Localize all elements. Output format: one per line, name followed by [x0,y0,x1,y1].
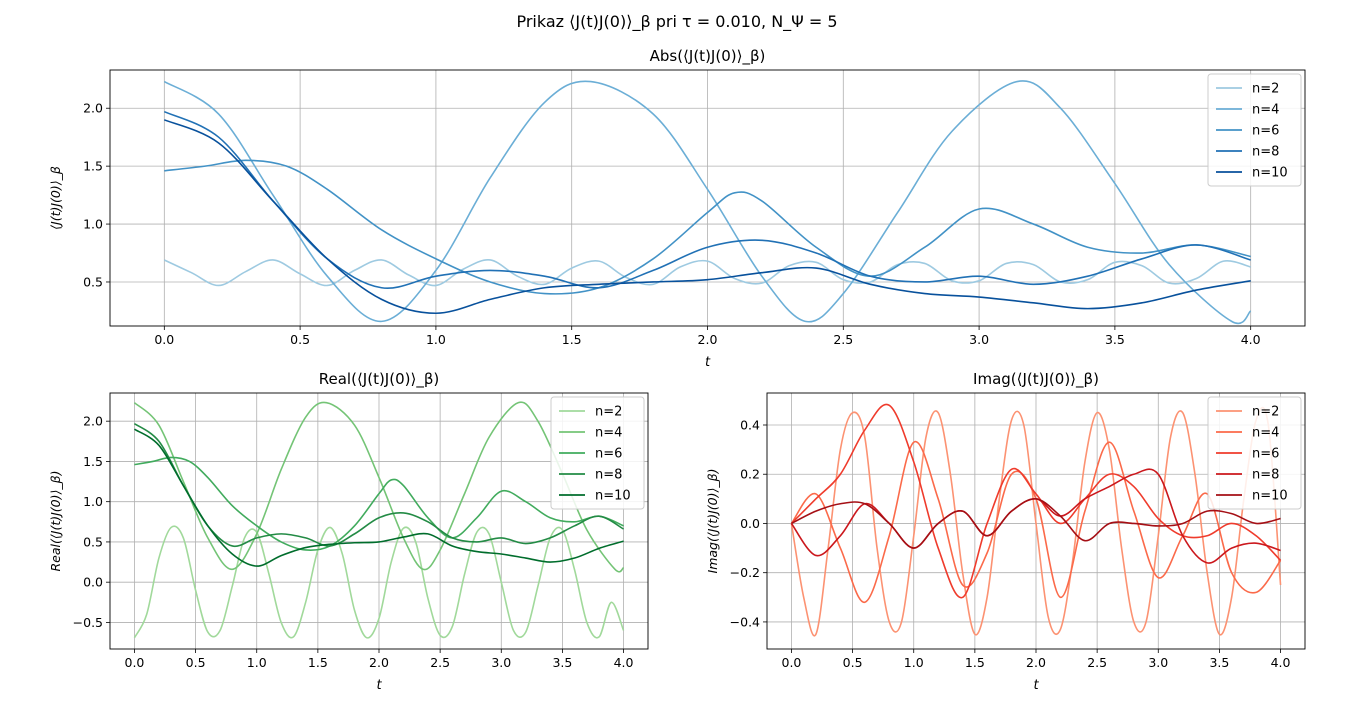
series-group [790,403,1282,637]
y-tick-label: −0.4 [730,614,760,629]
series-group [133,401,625,639]
x-tick-label: 0.5 [843,655,863,670]
legend-entry: n=6 [595,447,622,462]
x-tick-label: 2.5 [430,655,450,670]
legend-box [1207,396,1302,510]
x-tick-label: 2.5 [1087,655,1107,670]
x-axis-label: t [705,355,711,370]
subplot-abs: 0.0 0.5 1.0 1.5 2.0 2.5 3.0 3.5 4.0 0.5 1.0 1.5 2.0 A… [48,47,1306,370]
y-tick-label: 1.5 [83,454,103,469]
series-line-n=6 [164,159,1251,295]
subplot-title: Abs(⟨J(t)J(0)⟩_β) [650,47,766,66]
figure-suptitle: Prikaz ⟨J(t)J(0)⟩_β pri τ = 0.010, N_Ψ =… [516,12,838,31]
series-line-n=10 [134,428,624,567]
legend-entry: n=8 [595,468,622,483]
x-tick-label: 3.5 [1105,332,1125,347]
y-tick-label: 2.0 [83,414,103,429]
series-line-n=4 [163,80,1252,325]
y-tick-label: 2.0 [83,101,103,116]
legend-box [550,396,645,510]
series-line-n=6 [790,403,1282,599]
x-tick-label: 2.0 [698,332,718,347]
x-tick-label: 3.5 [1209,655,1229,670]
x-tick-label: 3.0 [491,655,511,670]
y-tick-label: 1.0 [83,217,103,232]
legend-entry: n=2 [1252,405,1279,420]
y-tick-label: 0.5 [83,534,103,549]
axes-frame [109,392,649,650]
legend-entry: n=4 [1252,426,1279,441]
y-axis-label: Imag(⟨J(t)J(0)⟩_β) [705,469,720,574]
subplot-imag: 0.0 0.5 1.0 1.5 2.0 2.5 3.0 3.5 4.0 −0.4 −0.2 0.0 0.… [705,370,1306,693]
series-line-n=2 [790,406,1282,637]
x-tick-label: 3.0 [969,332,989,347]
series-line-n=10 [791,498,1281,549]
x-tick-label: 1.0 [247,655,267,670]
legend-entry: n=8 [1252,145,1279,160]
y-tick-label: 0.2 [740,467,760,482]
legend: n=2 n=4 n=6 n=8 n=10 [1207,73,1302,187]
legend-entry: n=10 [1252,166,1288,181]
y-tick-label: 1.5 [83,159,103,174]
legend-entry: n=10 [1252,489,1288,504]
x-tick-label: 2.0 [1026,655,1046,670]
x-tick-label: 2.5 [833,332,853,347]
y-tick-label: −0.2 [730,565,760,580]
series-group [163,80,1252,325]
x-tick-label: 1.5 [965,655,985,670]
x-tick-label: 2.0 [369,655,389,670]
x-tick-label: 1.0 [904,655,924,670]
x-tick-label: 4.0 [1241,332,1261,347]
subplot-title: Imag(⟨J(t)J(0)⟩_β) [973,370,1099,389]
y-tick-label: 0.5 [83,274,103,289]
y-tick-label: 0.0 [83,575,103,590]
x-tick-label: 0.5 [290,332,310,347]
x-tick-label: 1.5 [562,332,582,347]
legend-entry: n=2 [1252,82,1279,97]
legend-entry: n=10 [595,489,631,504]
series-line-n=2 [133,525,625,639]
x-tick-label: 3.5 [552,655,572,670]
legend-entry: n=2 [595,405,622,420]
y-tick-label: 0.4 [740,418,760,433]
axes-frame [766,392,1306,650]
subplot-real: 0.0 0.5 1.0 1.5 2.0 2.5 3.0 3.5 4.0 −0.5 0.0 0.5 1.0… [48,370,649,693]
x-tick-label: 4.0 [1271,655,1291,670]
y-axis-label: Real(⟨J(t)J(0)⟩_β) [48,471,63,572]
y-tick-label: 0.0 [740,516,760,531]
legend: n=2 n=4 n=6 n=8 n=10 [550,396,645,510]
series-line-n=10 [164,119,1251,315]
x-axis-label: t [376,678,382,693]
x-tick-label: 4.0 [614,655,634,670]
x-tick-label: 3.0 [1148,655,1168,670]
legend-box [1207,73,1302,187]
legend-entry: n=4 [1252,103,1279,118]
x-tick-label: 0.0 [125,655,145,670]
legend-entry: n=6 [1252,447,1279,462]
y-tick-label: 1.0 [83,494,103,509]
series-line-n=6 [134,456,624,551]
series-line-n=8 [133,422,624,548]
legend: n=2 n=4 n=6 n=8 n=10 [1207,396,1302,510]
series-line-n=4 [133,401,625,573]
legend-entry: n=4 [595,426,622,441]
legend-entry: n=6 [1252,124,1279,139]
x-tick-label: 0.0 [782,655,802,670]
x-tick-label: 0.0 [154,332,174,347]
x-tick-label: 1.5 [308,655,328,670]
y-axis-label: ⟨J(t)J(0)⟩_β [48,166,63,230]
legend-entry: n=8 [1252,468,1279,483]
x-tick-label: 1.0 [426,332,446,347]
x-tick-label: 0.5 [186,655,206,670]
axes-frame [109,69,1306,327]
subplot-title: Real(⟨J(t)J(0)⟩_β) [319,370,440,389]
y-tick-label: −0.5 [73,615,103,630]
x-axis-label: t [1033,678,1039,693]
